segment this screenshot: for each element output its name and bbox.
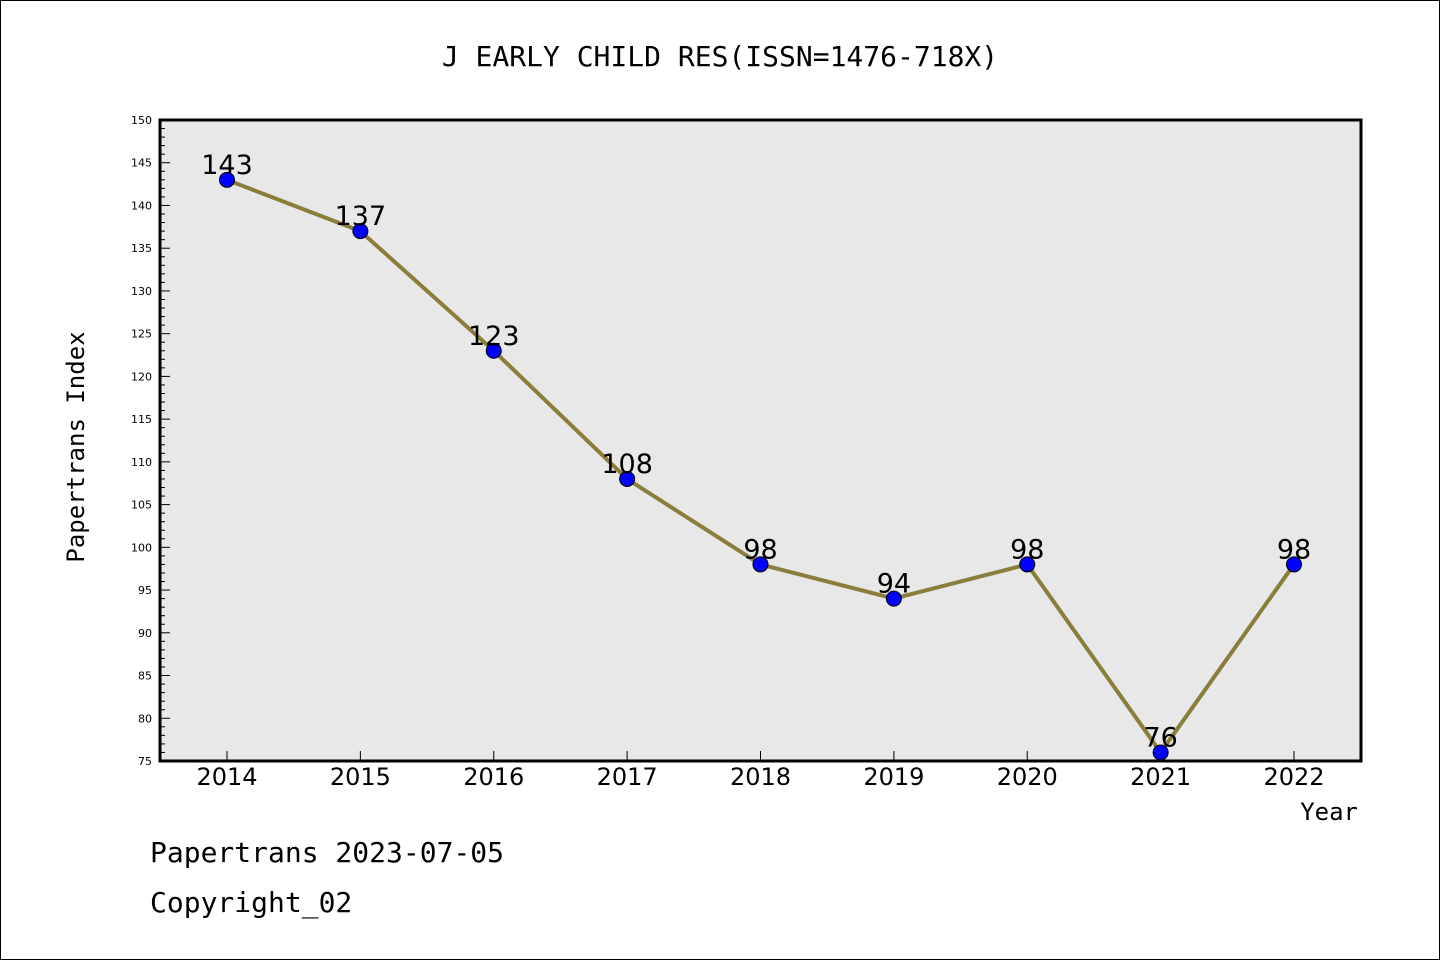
y-tick-label: 100 (131, 541, 152, 554)
y-tick-label: 140 (131, 199, 152, 212)
data-point (885, 590, 902, 607)
data-label: 98 (1010, 534, 1044, 565)
data-label: 98 (1277, 534, 1311, 565)
plot-border (158, 118, 1363, 763)
data-point (485, 342, 502, 359)
data-label: 98 (743, 534, 777, 565)
y-tick-label: 135 (131, 242, 152, 255)
data-label: 94 (877, 569, 911, 600)
y-tick-label: 150 (131, 114, 152, 127)
y-tick-label: 80 (138, 712, 152, 725)
x-tick-label: 2020 (997, 763, 1058, 791)
y-tick-label: 90 (138, 627, 152, 640)
data-labels: 143 137 123 108 98 94 98 76 98 (201, 150, 1311, 754)
y-tick-label: 75 (138, 755, 152, 768)
y-axis-label: Papertrans Index (62, 331, 90, 562)
x-tick-label: 2017 (597, 763, 658, 791)
x-tick-label: 2021 (1130, 763, 1191, 791)
data-label: 108 (601, 449, 653, 480)
y-tick-label: 130 (131, 285, 152, 298)
footer-copyright: Copyright_02 (150, 886, 353, 919)
data-point (352, 223, 369, 240)
y-tick-label: 85 (138, 670, 152, 683)
footer-date: Papertrans 2023-07-05 (150, 836, 505, 869)
data-point (752, 556, 769, 573)
data-label: 137 (335, 201, 387, 232)
x-tick-label: 2018 (730, 763, 791, 791)
data-point (219, 171, 235, 188)
x-tick-label: 2022 (1263, 763, 1324, 791)
series-markers (219, 171, 1302, 761)
x-axis-ticks: 2014 2015 2016 2017 2018 2019 2020 2021 2022 (196, 751, 1325, 791)
data-point (1286, 556, 1302, 573)
y-tick-label: 95 (138, 584, 152, 597)
x-axis-label: Year (1300, 798, 1358, 826)
data-point (1019, 556, 1036, 573)
y-axis-ticks: 75 80 85 90 95 100 105 110 115 120 125 130 135 140 145… (131, 114, 152, 768)
data-label: 76 (1143, 722, 1177, 753)
data-label: 143 (201, 150, 253, 181)
y-tick-label: 125 (131, 328, 152, 341)
x-tick-label: 2016 (463, 763, 524, 791)
data-point (619, 470, 636, 487)
x-tick-label: 2014 (196, 763, 257, 791)
chart-title: J EARLY CHILD RES(ISSN=1476-718X) (442, 40, 998, 73)
y-tick-label: 115 (131, 413, 152, 426)
y-tick-label: 145 (131, 157, 152, 170)
x-tick-label: 2015 (330, 763, 391, 791)
y-tick-label: 120 (131, 370, 152, 383)
y-tick-label: 105 (131, 499, 152, 512)
y-tick-label: 110 (131, 456, 152, 469)
data-label: 123 (468, 321, 520, 352)
x-tick-label: 2019 (863, 763, 924, 791)
